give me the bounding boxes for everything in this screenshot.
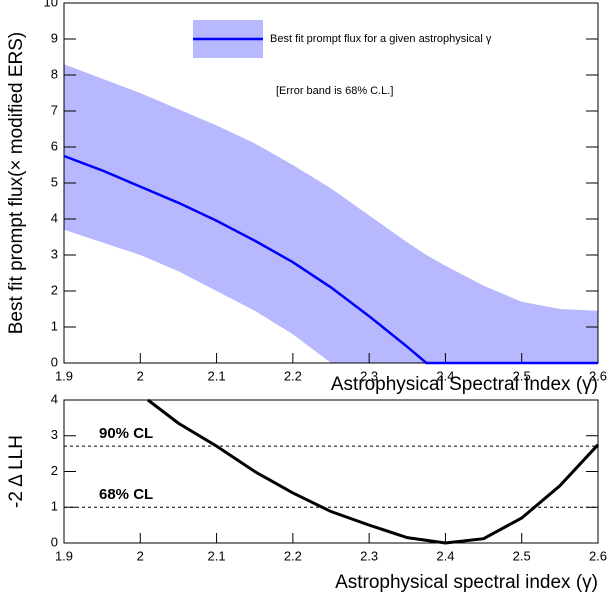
y-tick-label: 10	[44, 0, 58, 9]
x-tick-label: 2.3	[360, 368, 378, 383]
x-axis-label: Astrophysical spectral index (γ)	[335, 572, 598, 593]
y-axis-label: -2 Δ LLH	[6, 435, 27, 508]
x-tick-label: 2.1	[208, 368, 226, 383]
x-tick-label: 1.9	[55, 368, 73, 383]
x-tick-label: 2.5	[513, 368, 531, 383]
y-tick-label: 1	[51, 318, 58, 333]
annotation: [Error band is 68% C.L.]	[276, 85, 393, 97]
y-tick-label: 7	[51, 102, 58, 117]
y-tick-label: 5	[51, 174, 58, 189]
x-tick-label: 2.1	[208, 548, 226, 563]
reference-label: 90% CL	[99, 425, 153, 442]
y-tick-label: 4	[51, 391, 58, 406]
x-axis-label: Astrophysical Spectral Index (γ)	[331, 374, 598, 395]
data-line	[147, 398, 600, 545]
x-tick-label: 2.4	[436, 368, 454, 383]
error-band	[64, 64, 598, 363]
x-tick-label: 2.4	[436, 548, 454, 563]
reference-label: 68% CL	[99, 486, 153, 503]
y-tick-label: 0	[51, 534, 58, 549]
x-tick-label: 2.6	[589, 548, 607, 563]
legend-label: Best fit prompt flux for a given astroph…	[270, 33, 492, 45]
y-tick-label: 2	[51, 463, 58, 478]
y-tick-label: 3	[51, 246, 58, 261]
y-tick-label: 6	[51, 138, 58, 153]
data-line	[63, 154, 598, 365]
y-tick-label: 9	[51, 30, 58, 45]
y-axis-label: Best fit prompt flux(× modified ERS)	[6, 32, 27, 335]
y-tick-label: 3	[51, 427, 58, 442]
x-tick-label: 2.6	[589, 368, 607, 383]
y-tick-label: 8	[51, 66, 58, 81]
x-tick-label: 1.9	[55, 548, 73, 563]
y-tick-label: 4	[51, 210, 58, 225]
y-tick-label: 1	[51, 499, 58, 514]
x-tick-label: 2.2	[284, 368, 302, 383]
y-tick-label: 2	[51, 282, 58, 297]
x-tick-label: 2	[137, 368, 144, 383]
x-tick-label: 2	[137, 548, 144, 563]
x-tick-label: 2.2	[284, 548, 302, 563]
y-tick-label: 0	[51, 354, 58, 369]
x-tick-label: 2.3	[360, 548, 378, 563]
x-tick-label: 2.5	[513, 548, 531, 563]
